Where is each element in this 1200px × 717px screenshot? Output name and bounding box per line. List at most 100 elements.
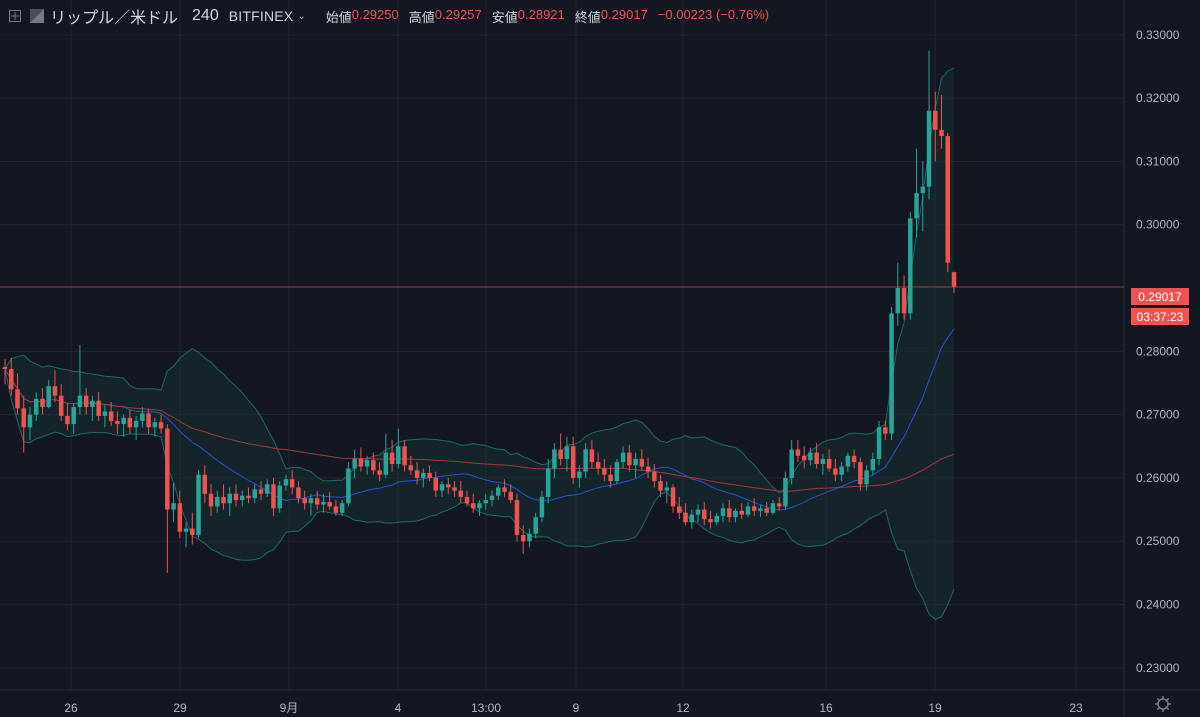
candle-body: [920, 186, 926, 194]
candle-body: [477, 503, 482, 509]
candle-body: [27, 414, 33, 428]
candle-body: [751, 506, 757, 511]
time-tick-label: 13:00: [471, 701, 501, 715]
exchange-label[interactable]: BITFINEX: [228, 8, 294, 24]
candle-body: [171, 503, 176, 510]
candle-body: [58, 395, 64, 416]
candle-body: [876, 427, 882, 459]
candle-body: [945, 136, 951, 263]
candle-body: [833, 468, 838, 475]
candle-body: [795, 449, 801, 456]
candle-body: [302, 498, 307, 504]
candle-body: [452, 487, 457, 491]
candle-body: [240, 495, 245, 501]
candle-body: [8, 369, 14, 390]
low-value: 0.28921: [517, 6, 565, 22]
candle-body: [608, 474, 613, 482]
candle-body: [527, 533, 532, 542]
candle-body: [652, 471, 657, 482]
candle-body: [664, 487, 670, 491]
candle-body: [33, 398, 39, 415]
candle-body: [627, 452, 632, 466]
candle-body: [121, 417, 126, 425]
candle-body: [308, 498, 314, 504]
candle-body: [271, 484, 276, 509]
candle-body: [826, 458, 832, 469]
open-value: 0.29250: [351, 6, 399, 22]
candle-body: [645, 466, 651, 472]
candle-body: [433, 477, 439, 491]
candle-body: [764, 508, 769, 513]
candle-body: [196, 474, 201, 535]
candle-body: [408, 465, 414, 471]
candle-body: [327, 501, 332, 507]
candle-body: [208, 493, 214, 507]
candle-body: [508, 491, 513, 501]
candle-body: [820, 458, 826, 465]
price-tick-label: 0.25000: [1136, 534, 1180, 548]
gear-icon[interactable]: [1155, 696, 1171, 712]
time-tick-label: 9月: [280, 701, 299, 715]
candle-body: [102, 411, 108, 416]
time-tick-label: 16: [819, 701, 833, 715]
candle-body: [383, 452, 389, 475]
ohlc-values: 始値 0.29250 高値 0.29257 安値 0.28921 終値 0.29017 …: [326, 7, 769, 26]
current-price-label: 0.29017: [1131, 288, 1189, 305]
candle-body: [583, 449, 588, 472]
candle-body: [471, 503, 476, 509]
candle-body: [695, 509, 701, 515]
candle-body: [758, 508, 763, 511]
candle-body: [570, 446, 576, 478]
candle-body: [115, 420, 120, 425]
candle-body: [914, 193, 919, 219]
interval-label[interactable]: 240: [192, 7, 219, 24]
candle-body: [502, 487, 507, 492]
candle-body: [614, 462, 620, 482]
candle-body: [658, 481, 663, 491]
candle-body: [926, 110, 932, 187]
candle-body: [377, 470, 382, 475]
candle-body: [489, 495, 495, 501]
candle-body: [283, 479, 289, 486]
candle-body: [190, 528, 195, 535]
candle-body: [146, 413, 151, 428]
candle-body: [96, 400, 101, 416]
candle-body: [15, 389, 20, 409]
candle-body: [851, 455, 857, 463]
moving-average-red: [4, 368, 955, 493]
candle-body: [858, 462, 863, 485]
expand-icon[interactable]: [8, 9, 22, 23]
candle-body: [702, 509, 707, 520]
price-tick-label: 0.28000: [1136, 344, 1180, 358]
candle-body: [314, 498, 320, 505]
symbol-name[interactable]: リップル／米ドル: [50, 10, 179, 27]
candle-body: [165, 428, 170, 510]
candle-body: [127, 417, 133, 428]
candle-body: [227, 493, 233, 504]
close-value: 0.29017: [600, 6, 648, 22]
candle-body: [708, 519, 713, 523]
candle-body: [140, 413, 145, 421]
candle-body: [533, 517, 538, 534]
chevron-down-icon[interactable]: ⌄: [297, 10, 306, 22]
candle-body: [789, 449, 794, 478]
candle-body: [801, 455, 807, 461]
price-tick-label: 0.26000: [1136, 471, 1180, 485]
time-tick-label: 26: [64, 701, 78, 715]
candle-body: [520, 534, 526, 542]
candle-body: [726, 508, 732, 518]
price-tick-label: 0.31000: [1136, 154, 1180, 168]
price-tick-label: 0.30000: [1136, 218, 1180, 232]
candle-body: [396, 446, 401, 465]
candle-body: [258, 489, 264, 494]
candle-body: [908, 218, 913, 314]
bollinger-band-fill: [5, 68, 954, 620]
candle-body: [558, 449, 563, 459]
candle-body: [939, 129, 944, 137]
candle-body: [108, 411, 114, 421]
candle-body: [364, 460, 370, 467]
candle-body: [683, 512, 688, 523]
candle-body: [333, 506, 339, 513]
candle-body: [439, 484, 445, 491]
